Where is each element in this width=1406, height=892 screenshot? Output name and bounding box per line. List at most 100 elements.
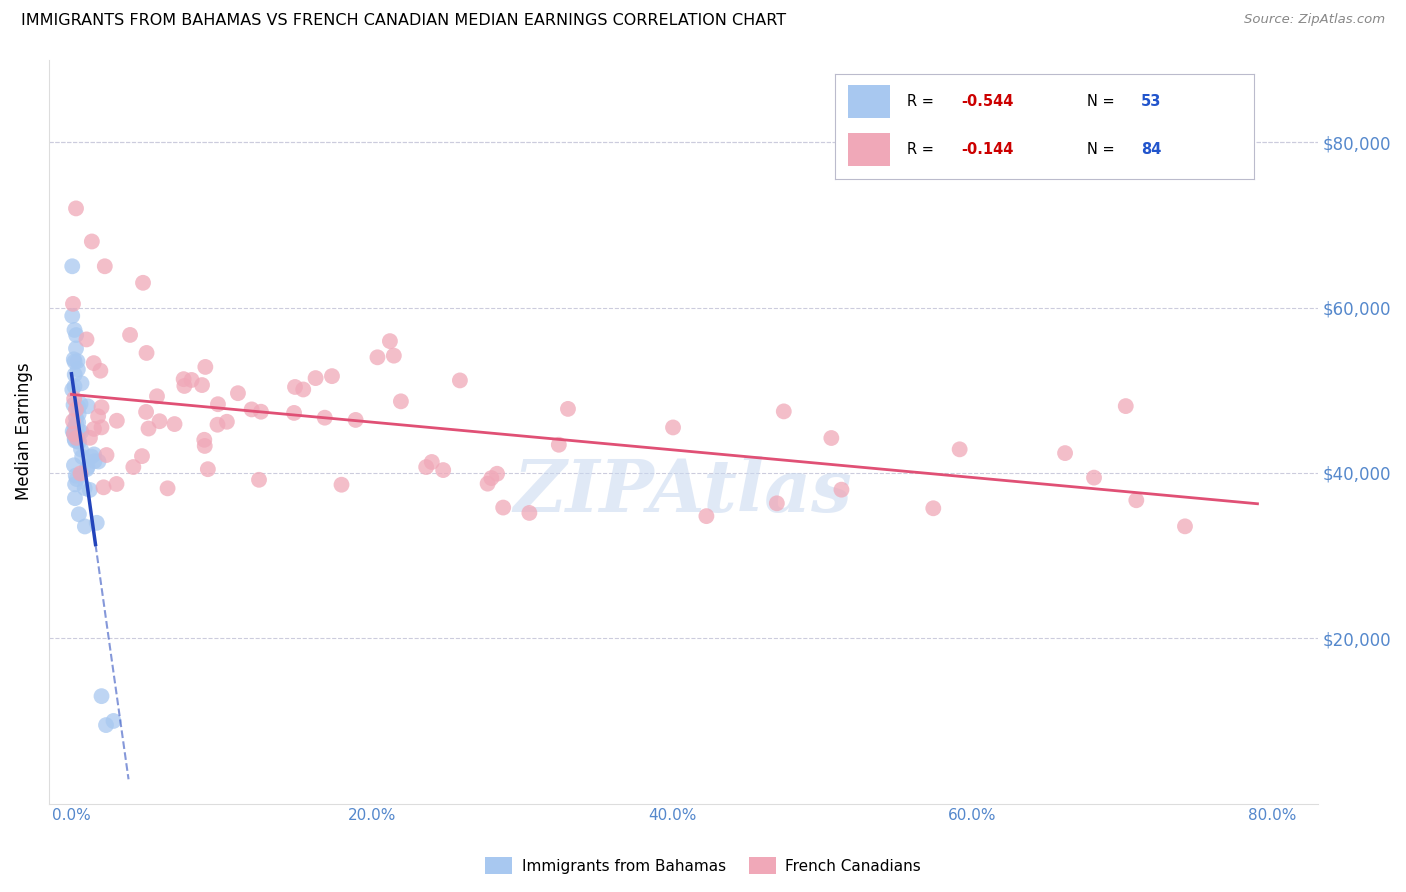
Point — [67, 407, 90, 421]
Point — [173, 379, 195, 393]
Point — [486, 467, 509, 481]
Point — [193, 433, 215, 447]
Point — [830, 483, 852, 497]
Point — [283, 406, 305, 420]
Point — [70, 376, 93, 391]
Point — [330, 477, 353, 491]
Point — [66, 426, 89, 441]
Point — [67, 425, 90, 439]
Point — [66, 472, 89, 486]
Point — [557, 401, 579, 416]
Point — [63, 379, 86, 393]
Point — [70, 442, 93, 457]
Point — [1083, 470, 1105, 484]
Point — [63, 368, 86, 382]
Point — [83, 454, 105, 468]
Point — [135, 346, 157, 360]
Point — [65, 202, 87, 216]
Point — [76, 462, 98, 476]
Point — [949, 442, 972, 457]
Point — [1054, 446, 1077, 460]
Point — [66, 434, 89, 449]
Point — [73, 481, 96, 495]
Point — [67, 434, 90, 449]
Point — [378, 334, 401, 348]
Point — [87, 409, 110, 424]
Point — [80, 450, 103, 464]
Point — [138, 421, 160, 435]
Point — [62, 352, 84, 367]
Point — [292, 383, 315, 397]
Point — [1115, 399, 1137, 413]
Point — [215, 415, 238, 429]
Point — [156, 481, 179, 495]
Point — [304, 371, 326, 385]
Point — [79, 483, 101, 497]
Point — [70, 450, 93, 464]
Point — [63, 458, 86, 473]
Point — [65, 417, 87, 431]
Point — [766, 496, 789, 510]
Point — [62, 424, 84, 438]
Point — [194, 359, 217, 374]
Point — [63, 477, 86, 491]
Point — [63, 392, 86, 406]
Point — [240, 402, 263, 417]
Point — [70, 425, 93, 439]
Point — [695, 509, 717, 524]
Point — [65, 468, 87, 483]
Point — [382, 349, 405, 363]
Point — [65, 410, 87, 425]
Point — [492, 500, 515, 515]
Point — [432, 463, 454, 477]
Point — [247, 473, 270, 487]
Point — [226, 386, 249, 401]
Text: Source: ZipAtlas.com: Source: ZipAtlas.com — [1244, 13, 1385, 27]
Point — [449, 373, 471, 387]
Point — [65, 431, 87, 445]
Point — [519, 506, 541, 520]
Point — [69, 397, 91, 411]
Point — [135, 405, 157, 419]
Point — [105, 477, 128, 491]
Point — [93, 480, 115, 494]
Point — [62, 398, 84, 412]
Point — [180, 373, 202, 387]
Point — [63, 355, 86, 369]
Point — [63, 491, 86, 505]
Point — [94, 718, 117, 732]
Point — [547, 438, 569, 452]
Text: IMMIGRANTS FROM BAHAMAS VS FRENCH CANADIAN MEDIAN EARNINGS CORRELATION CHART: IMMIGRANTS FROM BAHAMAS VS FRENCH CANADI… — [21, 13, 786, 29]
Point — [284, 380, 307, 394]
Point — [146, 389, 169, 403]
Point — [65, 328, 87, 343]
Point — [1174, 519, 1197, 533]
Point — [90, 689, 112, 703]
Point — [163, 417, 186, 431]
Point — [63, 323, 86, 337]
Point — [60, 260, 83, 274]
Point — [83, 422, 105, 436]
Point — [62, 297, 84, 311]
Point — [66, 362, 89, 376]
Point — [122, 460, 145, 475]
Point — [96, 448, 118, 462]
Point — [69, 467, 91, 481]
Point — [191, 378, 214, 392]
Point — [60, 383, 83, 397]
Point — [173, 372, 195, 386]
Point — [662, 420, 685, 434]
Point — [63, 434, 86, 448]
Point — [344, 413, 367, 427]
Point — [420, 455, 443, 469]
Point — [86, 516, 108, 530]
Legend: Immigrants from Bahamas, French Canadians: Immigrants from Bahamas, French Canadian… — [479, 851, 927, 880]
Point — [314, 410, 336, 425]
Point — [922, 501, 945, 516]
Point — [103, 714, 125, 728]
Point — [132, 276, 155, 290]
Point — [477, 476, 499, 491]
Point — [148, 414, 170, 428]
Point — [366, 351, 388, 365]
Point — [83, 447, 105, 461]
